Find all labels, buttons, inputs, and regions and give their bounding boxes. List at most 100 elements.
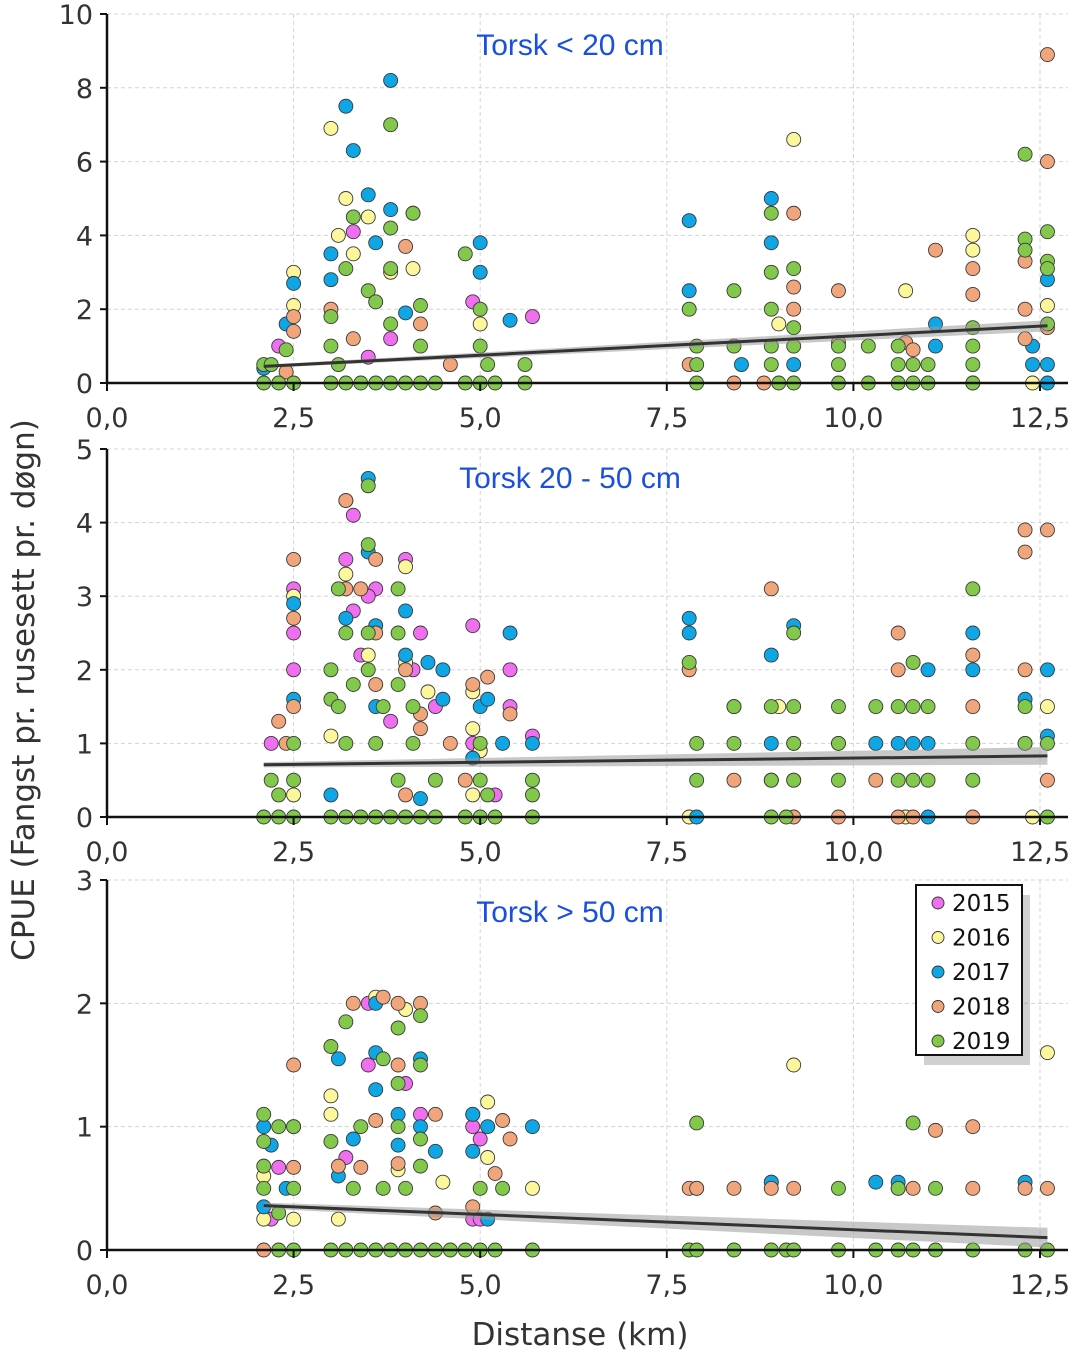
data-point-2019 [472, 338, 488, 354]
data-point-2019 [681, 301, 697, 317]
data-point-2019 [256, 1106, 272, 1122]
data-point-2019 [286, 735, 302, 751]
data-point-2019 [890, 699, 906, 715]
data-point-2019 [920, 357, 936, 372]
y-tick-label: 0 [76, 803, 93, 834]
data-point-2018 [286, 699, 302, 715]
data-point-2017 [368, 235, 384, 251]
data-point-2016 [323, 120, 339, 136]
data-point-2019 [763, 301, 779, 317]
x-tick-label: 7,5 [645, 837, 688, 868]
data-point-2018 [286, 323, 302, 339]
data-point-2016 [1040, 699, 1055, 715]
data-point-2017 [345, 1131, 361, 1147]
data-point-2019 [413, 1131, 428, 1147]
data-point-2018 [965, 647, 981, 663]
data-point-2016 [472, 316, 488, 332]
data-point-2018 [286, 1159, 302, 1175]
data-point-2019 [375, 1051, 391, 1067]
data-point-2018 [286, 551, 302, 567]
data-point-2017 [681, 213, 697, 229]
data-point-2017 [390, 1137, 406, 1153]
data-point-2016 [323, 1106, 339, 1122]
data-point-2016 [286, 1211, 302, 1227]
data-point-2018 [786, 205, 802, 221]
data-point-2017 [398, 603, 414, 619]
x-axis-label: Distanse (km) [472, 1317, 689, 1353]
data-point-2017 [681, 610, 697, 626]
data-point-2017 [398, 647, 414, 663]
y-tick-label: 0 [76, 1236, 93, 1267]
data-point-2019 [390, 1020, 406, 1036]
data-point-2018 [345, 331, 361, 347]
data-point-2016 [398, 559, 414, 575]
data-point-2019 [868, 699, 884, 715]
data-point-2017 [1040, 357, 1055, 372]
data-point-2019 [905, 699, 921, 715]
data-point-2017 [763, 647, 779, 663]
data-point-2017 [323, 272, 339, 288]
data-point-2019 [427, 772, 443, 788]
data-point-2019 [345, 677, 361, 692]
data-point-2015 [502, 662, 518, 678]
data-point-2017 [681, 625, 697, 641]
data-point-2019 [390, 581, 406, 597]
data-point-2017 [920, 735, 936, 751]
data-point-2019 [405, 699, 421, 715]
data-point-2015 [286, 662, 302, 678]
data-point-2019 [831, 699, 846, 715]
x-tick-label: 2,5 [272, 403, 315, 434]
panel-title: Torsk < 20 cm [476, 29, 664, 62]
data-point-2017 [368, 1082, 384, 1098]
data-point-2016 [286, 787, 302, 803]
data-point-2016 [435, 1174, 451, 1190]
data-point-2016 [786, 132, 802, 147]
data-point-2019 [360, 625, 376, 641]
data-point-2018 [442, 735, 458, 751]
data-point-2018 [398, 662, 414, 678]
data-point-2017 [763, 235, 779, 251]
data-point-2019 [786, 625, 802, 641]
data-point-2018 [368, 551, 384, 567]
data-point-2018 [689, 1180, 705, 1196]
data-point-2019 [368, 294, 384, 310]
data-point-2017 [920, 662, 936, 678]
data-point-2018 [353, 1159, 369, 1175]
data-point-2016 [405, 261, 421, 277]
panel-2: 0 1 2 3 4 5 0,0 2,5 5,0 7,5 10,0 12,5 Torsk 20 - 50 … [76, 435, 1070, 868]
data-point-2018 [286, 1057, 302, 1073]
data-point-2019 [786, 772, 802, 788]
data-point-2019 [360, 283, 376, 299]
data-point-2018 [271, 713, 287, 729]
data-point-2018 [330, 1158, 346, 1174]
panel-3: 0 1 2 3 0,0 2,5 5,0 7,5 10,0 12,5 Torsk > 50 cm [76, 866, 1070, 1301]
data-point-2019 [524, 787, 540, 803]
data-point-2016 [1040, 1045, 1055, 1061]
data-point-2017 [502, 625, 518, 641]
data-point-2019 [472, 735, 488, 751]
legend-marker-2016 [931, 931, 945, 944]
data-point-2018 [413, 316, 428, 332]
data-point-2018 [1017, 331, 1033, 347]
data-point-2019 [890, 338, 906, 354]
data-point-2016 [323, 1088, 339, 1104]
data-point-2016 [771, 316, 787, 332]
data-point-2019 [1017, 699, 1033, 715]
data-point-2019 [831, 1180, 846, 1196]
data-point-2019 [1040, 261, 1055, 277]
data-point-2018 [763, 581, 779, 597]
data-point-2019 [726, 699, 742, 715]
data-point-2019 [689, 1115, 705, 1131]
data-point-2018 [390, 995, 406, 1011]
data-point-2018 [1040, 47, 1055, 63]
data-point-2018 [413, 721, 428, 737]
data-point-2018 [831, 283, 846, 299]
data-point-2015 [383, 331, 399, 347]
data-point-2019 [472, 1180, 488, 1196]
data-point-2015 [345, 224, 361, 240]
data-point-2018 [928, 1122, 943, 1138]
data-point-2015 [263, 735, 279, 751]
data-point-2019 [256, 1134, 272, 1149]
data-point-2019 [965, 357, 981, 372]
data-point-2018 [786, 1180, 802, 1196]
